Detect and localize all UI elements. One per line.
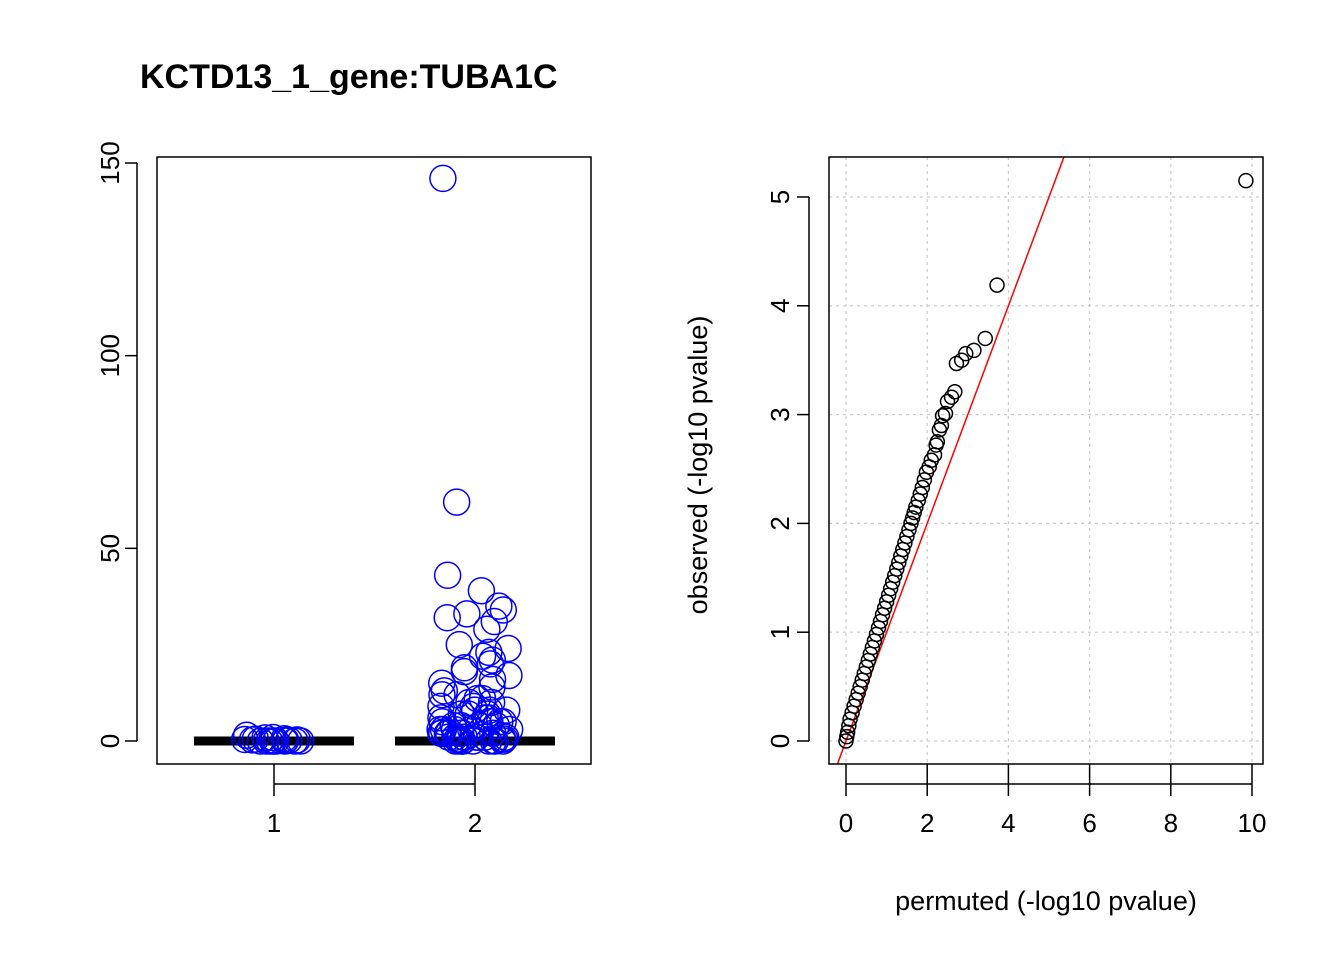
data-point xyxy=(473,615,501,644)
data-point xyxy=(453,600,481,628)
strip-plot-panel: 0 50 100 150 1 2 xyxy=(95,141,592,838)
reference-line xyxy=(836,157,1065,764)
data-point xyxy=(485,592,513,620)
data-point xyxy=(478,646,507,674)
y-tick-label: 0 xyxy=(95,734,125,748)
data-point xyxy=(230,725,259,754)
data-point xyxy=(428,681,456,709)
data-point xyxy=(481,727,509,755)
data-point xyxy=(442,488,471,516)
y-tick-label: 2 xyxy=(765,516,795,530)
data-point xyxy=(283,726,312,754)
data-point xyxy=(441,727,470,755)
plot-frame xyxy=(828,156,1264,765)
data-point xyxy=(916,472,933,488)
data-point xyxy=(255,727,284,755)
data-point xyxy=(467,576,496,605)
x-tick-label: 2 xyxy=(468,808,482,838)
data-point xyxy=(478,665,507,694)
data-point xyxy=(489,596,518,624)
y-tick-label: 5 xyxy=(765,190,795,204)
data-point xyxy=(939,393,956,410)
data-point xyxy=(948,355,965,372)
data-point xyxy=(928,437,944,453)
y-tick-label: 4 xyxy=(765,299,795,313)
data-point xyxy=(448,727,477,755)
data-point xyxy=(1238,172,1254,189)
y-tick-label: 0 xyxy=(765,734,795,748)
data-point xyxy=(489,727,517,755)
data-point xyxy=(238,726,267,754)
data-point xyxy=(246,727,275,755)
data-point xyxy=(491,723,520,751)
data-point xyxy=(459,727,487,755)
y-tick-label: 3 xyxy=(765,407,795,421)
y-axis-label: observed (-log10 pvalue) xyxy=(683,316,713,615)
x-axis-label: permuted (-log10 pvalue) xyxy=(895,886,1197,916)
y-tick-label: 150 xyxy=(95,141,125,184)
x-tick-label: 10 xyxy=(1238,808,1267,838)
x-tick-label: 4 xyxy=(1001,808,1015,838)
data-point xyxy=(490,725,519,753)
data-point xyxy=(478,673,506,701)
x-tick-label: 2 xyxy=(920,808,934,838)
chart-title: KCTD13_1_gene:TUBA1C xyxy=(140,58,558,96)
data-point xyxy=(495,661,523,690)
data-point xyxy=(841,718,857,734)
data-point xyxy=(428,719,456,748)
x-tick-label: 0 xyxy=(839,808,853,838)
data-point xyxy=(480,607,509,636)
data-point xyxy=(989,277,1005,293)
data-point xyxy=(434,723,463,751)
data-point xyxy=(430,677,459,705)
data-point xyxy=(475,696,504,724)
data-point xyxy=(931,422,948,438)
data-point xyxy=(918,464,935,481)
data-point xyxy=(232,721,261,749)
data-point xyxy=(966,342,982,359)
data-point xyxy=(429,164,457,193)
data-point xyxy=(433,561,462,590)
data-point xyxy=(427,692,455,721)
data-point xyxy=(275,726,303,754)
data-point xyxy=(460,696,489,724)
data-point xyxy=(251,724,279,752)
data-point xyxy=(943,389,960,405)
data-point xyxy=(445,630,474,659)
qq-plot-panel: 0 2 4 6 8 10 permuted (-log10 pvalue) 0 1 2 3 4 5 obs… xyxy=(683,156,1267,916)
plot-frame xyxy=(156,156,592,765)
data-point xyxy=(838,733,854,749)
data-point xyxy=(433,603,461,632)
x-tick-label: 8 xyxy=(1164,808,1178,838)
y-tick-label: 100 xyxy=(95,334,125,377)
data-point xyxy=(494,634,522,663)
data-point xyxy=(934,407,951,424)
y-tick-label: 1 xyxy=(765,625,795,639)
x-tick-label: 1 xyxy=(267,808,281,838)
y-tick-label: 50 xyxy=(95,534,125,563)
data-point xyxy=(977,330,994,347)
x-tick-label: 6 xyxy=(1082,808,1096,838)
